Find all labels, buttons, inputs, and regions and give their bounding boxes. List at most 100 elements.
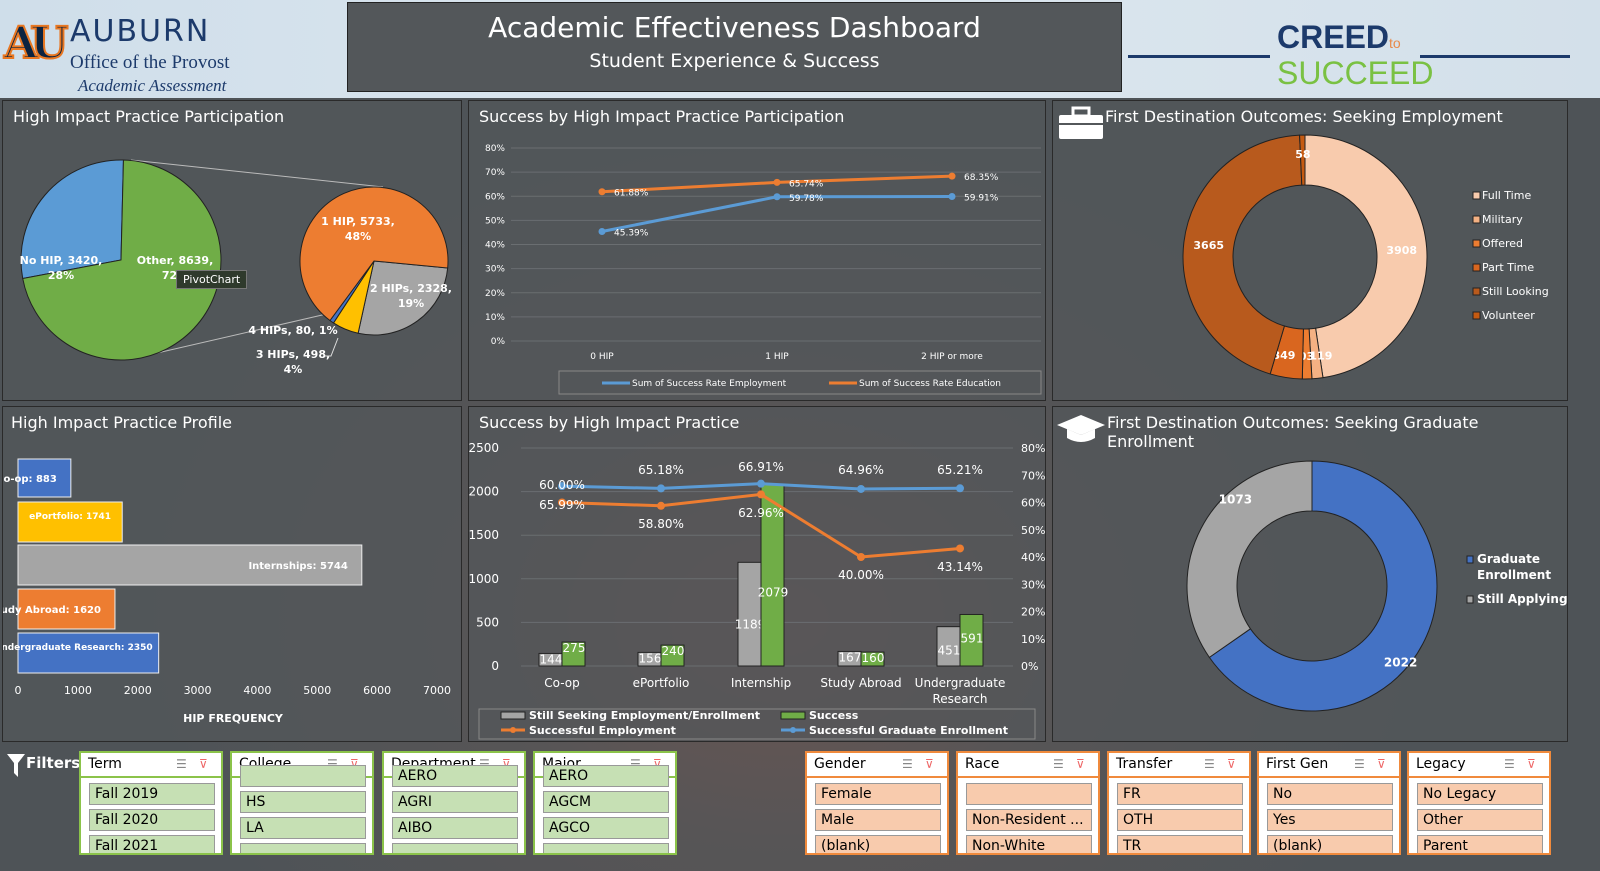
clear-filter-icon[interactable]: ⊽	[1076, 757, 1085, 771]
data-point[interactable]	[948, 192, 956, 200]
slice-no-hip[interactable]	[20, 159, 124, 280]
clear-filter-icon[interactable]: ⊽	[350, 757, 359, 771]
clear-filter-icon[interactable]: ⊽	[1227, 757, 1236, 771]
clear-filter-icon[interactable]: ⊽	[199, 757, 208, 771]
slicer-item[interactable]: OTH	[1117, 809, 1243, 831]
data-point[interactable]	[948, 172, 956, 180]
slicer-item[interactable]: Other	[1417, 809, 1543, 831]
clear-filter-icon[interactable]: ⊽	[925, 757, 934, 771]
slicer-item[interactable]: No	[1267, 783, 1393, 805]
slicer-item[interactable]: Fall 2019	[89, 783, 215, 805]
slicer-item[interactable]: Fall 2020	[89, 809, 215, 831]
slice-1-hip[interactable]	[299, 186, 449, 322]
bar[interactable]	[660, 644, 685, 667]
seeking-employment-chart[interactable]: 3908119103349366558Full TimeMilitaryOffe…	[1053, 101, 1569, 402]
slicer-item[interactable]: FR	[1117, 783, 1243, 805]
slicer-item[interactable]: HS	[240, 791, 366, 813]
data-point[interactable]	[773, 193, 781, 201]
slicer-major[interactable]: Major ☰ ⊽ AERO AGCM AGCO	[533, 751, 677, 855]
slicer-department[interactable]: Department ☰ ⊽ AERO AGRI AIBO	[382, 751, 526, 855]
data-point[interactable]	[956, 484, 964, 493]
slicer-item[interactable]: (blank)	[1267, 835, 1393, 853]
slicer-race[interactable]: Race ☰ ⊽ Non-Resident ... Non-White	[956, 751, 1100, 855]
multi-select-icon[interactable]: ☰	[1204, 757, 1215, 771]
panel-hip-participation[interactable]: High Impact Practice Participation No HI…	[2, 100, 462, 401]
slicer-item[interactable]: TR	[1117, 835, 1243, 853]
slice-still-applying[interactable]	[1186, 460, 1313, 659]
bar[interactable]	[737, 561, 762, 667]
clear-filter-icon[interactable]: ⊽	[1527, 757, 1536, 771]
bar[interactable]	[860, 651, 885, 667]
panel-success-by-participation[interactable]: Success by High Impact Practice Particip…	[468, 100, 1046, 401]
bar[interactable]	[959, 613, 984, 667]
multi-select-icon[interactable]: ☰	[902, 757, 913, 771]
multi-select-icon[interactable]: ☰	[1053, 757, 1064, 771]
slicer-item[interactable]	[966, 783, 1092, 805]
multi-select-icon[interactable]: ☰	[176, 757, 187, 771]
slicer-first-gen[interactable]: First Gen ☰ ⊽ No Yes (blank)	[1257, 751, 1401, 855]
slicer-item[interactable]: Female	[815, 783, 941, 805]
data-point[interactable]	[598, 188, 606, 196]
clear-filter-icon[interactable]: ⊽	[1377, 757, 1386, 771]
bar-study-abroad[interactable]	[17, 588, 116, 630]
slice-graduate-enrollment[interactable]	[1208, 460, 1438, 712]
slicer-item[interactable]: AGCM	[543, 791, 669, 813]
success-by-participation-chart[interactable]: 0% 10% 20% 30% 40% 50% 60% 70% 80% 0 HIP 1 HIP 2 HI…	[469, 101, 1047, 402]
slicer-item[interactable]: (blank)	[815, 835, 941, 853]
data-point[interactable]	[757, 479, 765, 488]
slicer-college[interactable]: College ☰ ⊽ HS LA	[230, 751, 374, 855]
multi-select-icon[interactable]: ☰	[1504, 757, 1515, 771]
data-point[interactable]	[757, 490, 765, 499]
slicer-term[interactable]: Term ☰ ⊽ Fall 2019 Fall 2020 Fall 2021	[79, 751, 223, 855]
slicer-item[interactable]: Parent	[1417, 835, 1543, 853]
slice-volunteer[interactable]	[1299, 134, 1306, 186]
multi-select-icon[interactable]: ☰	[630, 757, 641, 771]
bar-internships[interactable]	[17, 544, 363, 586]
panel-seeking-employment[interactable]: First Destination Outcomes: Seeking Empl…	[1052, 100, 1568, 401]
hip-participation-chart[interactable]: No HIP, 3420,28%Other, 8639,72%1 HIP, 57…	[3, 101, 463, 402]
slicer-item[interactable]: Non-Resident ...	[966, 809, 1092, 831]
slicer-item[interactable]	[240, 843, 366, 853]
slice-other[interactable]	[22, 159, 222, 361]
slicer-item[interactable]	[392, 843, 518, 853]
data-point[interactable]	[598, 227, 606, 235]
slicer-item[interactable]: AGCO	[543, 817, 669, 839]
slicer-item[interactable]: Non-White	[966, 835, 1092, 853]
slicer-item[interactable]: AGRI	[392, 791, 518, 813]
slice-full-time[interactable]	[1304, 134, 1428, 379]
bar-eportfolio[interactable]	[17, 501, 123, 543]
slicer-item[interactable]: AERO	[392, 765, 518, 787]
data-point[interactable]	[773, 178, 781, 186]
data-point[interactable]	[657, 501, 665, 510]
multi-select-icon[interactable]: ☰	[327, 757, 338, 771]
multi-select-icon[interactable]: ☰	[479, 757, 490, 771]
multi-select-icon[interactable]: ☰	[1354, 757, 1365, 771]
panel-success-by-hip[interactable]: Success by High Impact Practice 0 500 1000…	[468, 406, 1046, 742]
panel-hip-profile[interactable]: High Impact Practice Profile Co-op: 883 e…	[0, 406, 463, 743]
slicer-transfer[interactable]: Transfer ☰ ⊽ FR OTH TR	[1107, 751, 1251, 855]
data-point[interactable]	[956, 544, 964, 553]
seeking-grad-chart[interactable]: 2022 1073 Graduate Enrollment Still Applying	[1053, 407, 1569, 743]
hip-profile-chart[interactable]: Co-op: 883 ePortfolio: 1741 Internships: 5…	[0, 407, 463, 743]
data-point[interactable]	[857, 553, 865, 561]
success-by-hip-chart[interactable]: 0 500 1000 1500 2000 2500 0% 10% 20% 30% 40% 50% 60%…	[468, 407, 1047, 743]
bar[interactable]	[561, 641, 586, 667]
data-point[interactable]	[558, 482, 566, 491]
data-point[interactable]	[857, 484, 865, 493]
clear-filter-icon[interactable]: ⊽	[653, 757, 662, 771]
panel-seeking-grad[interactable]: First Destination Outcomes: Seeking Grad…	[1052, 406, 1568, 742]
slicer-item[interactable]: Yes	[1267, 809, 1393, 831]
slicer-gender[interactable]: Gender ☰ ⊽ Female Male (blank)	[805, 751, 949, 855]
data-point[interactable]	[558, 498, 566, 507]
slicer-item[interactable]	[543, 843, 669, 853]
slicer-legacy[interactable]: Legacy ☰ ⊽ No Legacy Other Parent	[1407, 751, 1551, 855]
slicer-item[interactable]: Male	[815, 809, 941, 831]
slicer-item[interactable]: AIBO	[392, 817, 518, 839]
slice-still-looking[interactable]	[1182, 134, 1303, 375]
slicer-item[interactable]: LA	[240, 817, 366, 839]
slicer-item[interactable]: AERO	[543, 765, 669, 787]
slicer-item[interactable]: Fall 2021	[89, 835, 215, 853]
bar-undergraduate-research[interactable]	[17, 632, 160, 674]
clear-filter-icon[interactable]: ⊽	[502, 757, 511, 771]
data-point[interactable]	[657, 484, 665, 493]
